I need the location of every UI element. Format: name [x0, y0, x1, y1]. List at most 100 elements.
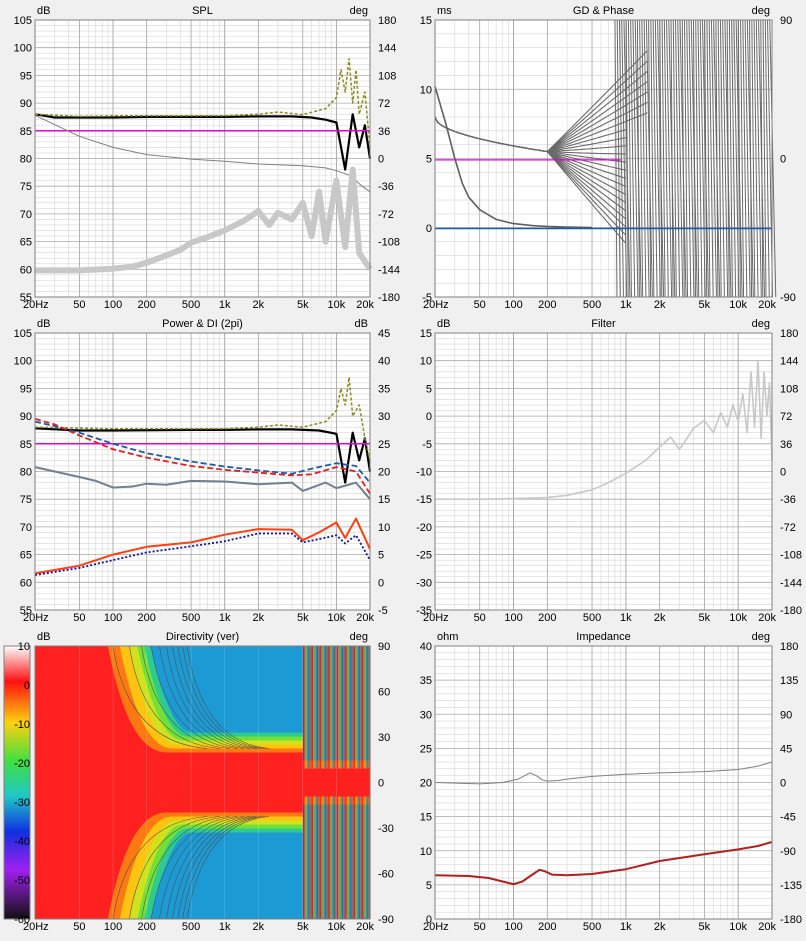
y-right-tick-label: 72 [780, 411, 792, 423]
phase-curves [434, 19, 777, 298]
phase-wrap [636, 19, 640, 298]
y-left-tick-label: 80 [20, 154, 32, 166]
phase-wrap [731, 19, 737, 298]
plot-frame [34, 332, 371, 611]
phase-wrap [715, 19, 719, 298]
colorbar-tick-label: -10 [14, 719, 30, 731]
y-left-tick-label: -35 [416, 605, 432, 617]
y-right-tick-label: -90 [378, 914, 394, 926]
x-tick-label: 50 [474, 921, 486, 933]
x-tick-label: 100 [104, 612, 122, 624]
y-right-tick-label: 180 [378, 15, 396, 27]
y-left-tick-label: -25 [416, 550, 432, 562]
y-right-tick-label: -90 [780, 292, 796, 304]
phase-wrap [614, 19, 618, 298]
y-right-tick-label: -144 [378, 264, 400, 276]
phase-wrap [717, 19, 722, 298]
y-left-tick-label: 20 [420, 778, 432, 790]
x-tick-label: 20Hz [423, 612, 449, 624]
x-tick-label: 20Hz [23, 921, 49, 933]
y-right-tick-label: 20 [378, 467, 390, 479]
y-right-tick-label: 180 [780, 641, 798, 653]
heat-contour [186, 645, 270, 749]
y-right-tick-label: 90 [378, 641, 390, 653]
heat-contour [182, 816, 266, 920]
y-left-tick-label: -10 [416, 467, 432, 479]
y-right-tick-label: 45 [780, 743, 792, 755]
chart-title: Directivity (ver) [166, 631, 239, 643]
y-left-tick-label: -30 [416, 577, 432, 589]
series-blue-line [34, 420, 371, 484]
y-left-tick-label: 60 [20, 264, 32, 276]
x-tick-label: 5k [297, 921, 309, 933]
y-right-tick-label: -72 [378, 209, 394, 221]
x-tick-label: 20k [758, 299, 776, 311]
phase-wrap [755, 19, 762, 298]
y-left-tick-label: 0 [426, 914, 432, 926]
y-right-tick-label: 90 [780, 709, 792, 721]
heat-contour [172, 645, 256, 749]
phase-wrap [650, 19, 655, 298]
y-right-tick-label: 0 [378, 577, 384, 589]
series-black-line [34, 427, 372, 484]
heat-contour [172, 816, 256, 920]
x-tick-label: 100 [504, 612, 522, 624]
heat-contour [112, 816, 208, 920]
phase-wrap [670, 19, 674, 298]
x-tick-label: 1k [620, 299, 632, 311]
x-tick-label: 2k [253, 299, 265, 311]
y-left-tick-label: 15 [420, 15, 432, 27]
y-left-tick-label: 10 [420, 84, 432, 96]
phase-wrap [733, 19, 740, 298]
y-left-tick-label: 95 [20, 70, 32, 82]
y-right-tick-label: -135 [780, 880, 802, 892]
y-right-tick-label: 0 [780, 154, 786, 166]
phase-wrap [616, 19, 621, 298]
heat-contour [141, 816, 230, 920]
heat-contour [129, 816, 220, 920]
y-right-tick-label: -72 [780, 522, 796, 534]
y-left-tick-label: 15 [420, 328, 432, 340]
y-right-tick-label: -36 [378, 181, 394, 193]
x-tick-label: 2k [654, 612, 666, 624]
x-tick-label: 200 [137, 299, 155, 311]
x-tick-label: 1k [620, 921, 632, 933]
series-black-line [34, 113, 372, 171]
y-right-tick-label: -36 [780, 494, 796, 506]
y-right-tick-label: 15 [378, 494, 390, 506]
y-right-tick-label: 40 [378, 356, 390, 368]
y-right-tick-label: 60 [378, 687, 390, 699]
y-left-tick-label: 0 [426, 223, 432, 235]
y-left-tick-label: 90 [20, 411, 32, 423]
phase-wrap [706, 19, 711, 298]
y-left-tick-label: 5 [426, 383, 432, 395]
colorbar-tick-label: -30 [14, 797, 30, 809]
y-left-tick-label: 5 [426, 154, 432, 166]
phase-wrap [652, 19, 658, 298]
right-unit-label: dB [355, 318, 368, 330]
phase-wrap [677, 19, 684, 298]
phase-wrap [641, 19, 647, 298]
y-left-tick-label: 5 [426, 880, 432, 892]
colorbar [3, 645, 31, 920]
x-tick-label: 500 [583, 921, 601, 933]
x-tick-label: 5k [297, 612, 309, 624]
y-left-tick-label: 25 [420, 743, 432, 755]
y-left-tick-label: 80 [20, 467, 32, 479]
y-left-tick-label: 75 [20, 494, 32, 506]
x-tick-label: 200 [538, 299, 556, 311]
y-left-tick-label: 105 [14, 328, 32, 340]
x-tick-label: 100 [104, 921, 122, 933]
colorbar-tick-label: -20 [14, 758, 30, 770]
phase-wrap [726, 19, 730, 298]
phase-wrap [722, 19, 729, 298]
y-right-tick-label: -60 [378, 869, 394, 881]
y-left-tick-label: 90 [20, 98, 32, 110]
x-tick-label: 100 [504, 299, 522, 311]
plot-frame [434, 19, 773, 298]
x-tick-label: 1k [219, 921, 231, 933]
phase-wrap [654, 19, 661, 298]
x-tick-label: 10k [328, 299, 346, 311]
colorbar-tick-label: -50 [14, 875, 30, 887]
